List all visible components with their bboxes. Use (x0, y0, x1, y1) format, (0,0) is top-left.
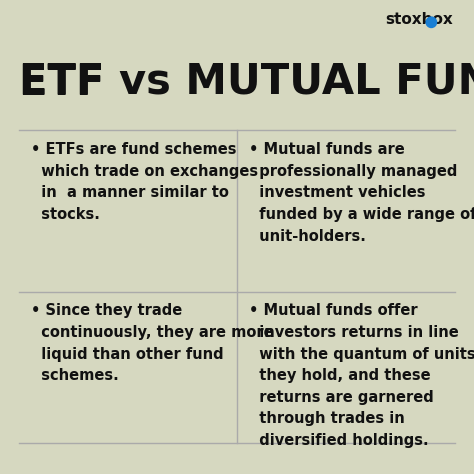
Text: • Mutual funds are
  professionally managed
  investment vehicles
  funded by a : • Mutual funds are professionally manage… (249, 142, 474, 244)
Circle shape (426, 17, 437, 27)
Text: stoxbox: stoxbox (385, 12, 453, 27)
Text: • Mutual funds offer
  investors returns in line
  with the quantum of units
  t: • Mutual funds offer investors returns i… (249, 303, 474, 448)
Text: ETF: ETF (19, 62, 119, 104)
Text: • Since they trade
  continuously, they are more
  liquid than other fund
  sche: • Since they trade continuously, they ar… (31, 303, 273, 383)
Text: ETF vs MUTUAL FUNDS: ETF vs MUTUAL FUNDS (19, 62, 474, 104)
Text: • ETFs are fund schemes
  which trade on exchanges
  in  a manner similar to
  s: • ETFs are fund schemes which trade on e… (31, 142, 258, 222)
